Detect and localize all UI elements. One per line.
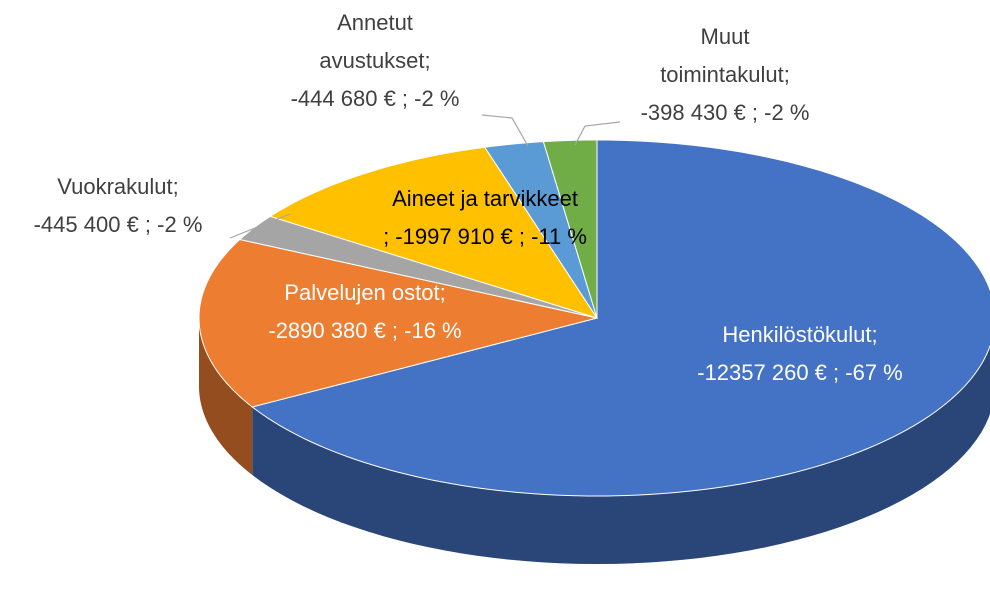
category-label: Annetut avustukset; [319, 10, 431, 73]
category-label: Muut toimintakulut; [660, 24, 790, 87]
data-label: Muut toimintakulut; -398 430 € ; -2 % [640, 18, 810, 132]
data-label: Aineet ja tarvikkeet ; -1997 910 € ; -11… [335, 180, 635, 256]
category-label: Vuokrakulut; [57, 174, 179, 199]
slice [198, 238, 598, 408]
category-label: Henkilöstökulut; [722, 322, 878, 347]
value-label: -12357 260 € ; -67 % [697, 360, 903, 385]
data-label: Palvelujen ostot; -2890 380 € ; -16 % [225, 274, 505, 350]
category-label: Aineet ja tarvikkeet [392, 186, 578, 211]
slice [251, 139, 990, 497]
slice-side-shade [199, 318, 253, 475]
data-label: Vuokrakulut; -445 400 € ; -2 % [0, 168, 236, 244]
data-label: Annetut avustukset; -444 680 € ; -2 % [280, 4, 470, 118]
value-label: -398 430 € ; -2 % [640, 100, 810, 125]
data-label: Henkilöstökulut; -12357 260 € ; -67 % [660, 316, 940, 392]
slice-side-shade [252, 345, 990, 564]
category-label: Palvelujen ostot; [284, 280, 446, 305]
leader-line [481, 114, 529, 147]
slice-side [199, 318, 253, 475]
slice [542, 139, 598, 319]
value-label: -2890 380 € ; -16 % [268, 318, 462, 343]
value-label: -444 680 € ; -2 % [290, 86, 460, 111]
leader-line [574, 121, 621, 146]
slice [238, 215, 598, 319]
value-label: -445 400 € ; -2 % [33, 212, 203, 237]
slice-side [252, 345, 990, 564]
value-label: ; -1997 910 € ; -11 % [383, 224, 587, 249]
slice [269, 146, 599, 319]
slice [483, 141, 598, 319]
leader-line [229, 213, 291, 239]
